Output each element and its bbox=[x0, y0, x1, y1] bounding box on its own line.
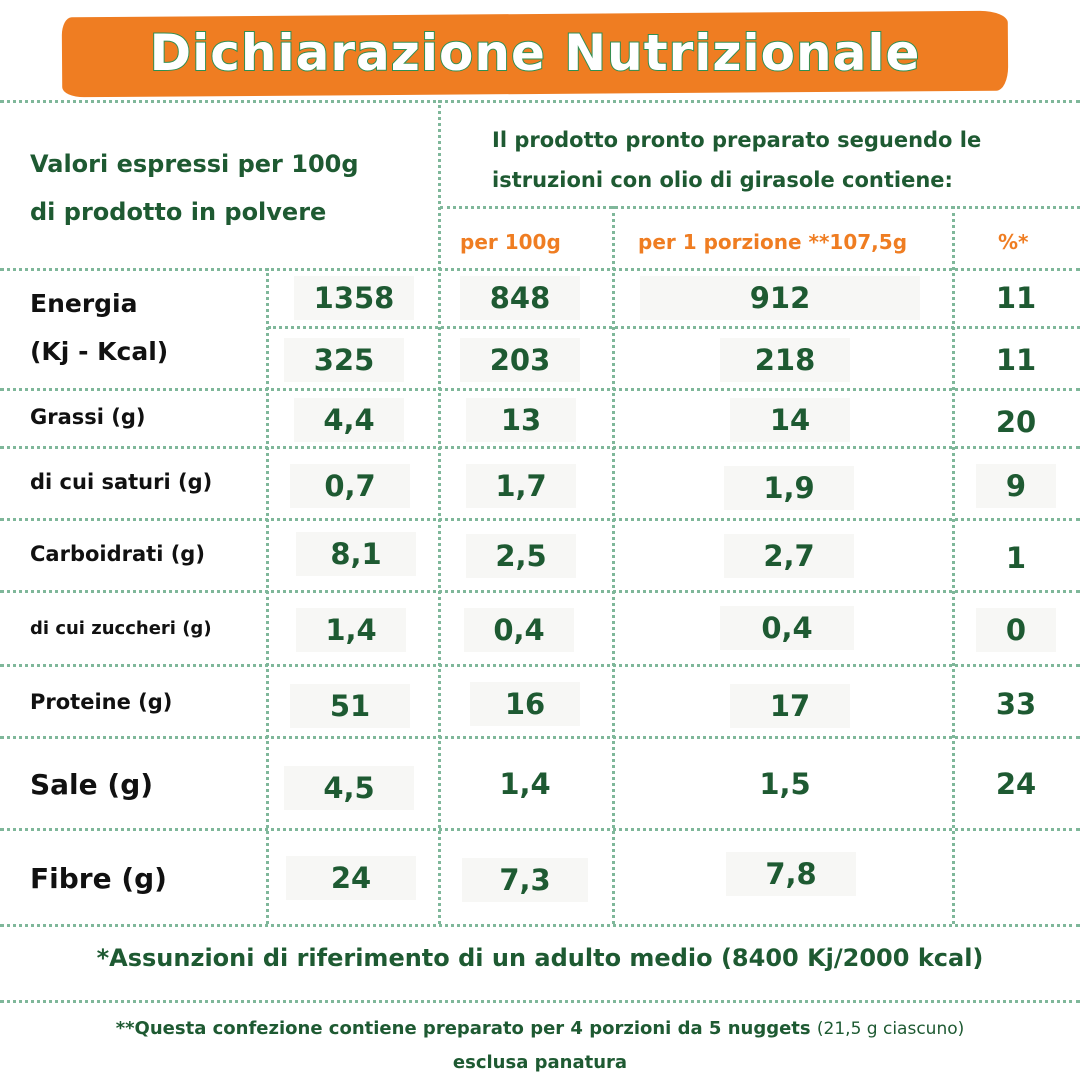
grid-line bbox=[0, 590, 1080, 593]
cell-per100: 1,7 bbox=[466, 464, 576, 508]
cell-portion: 912 bbox=[640, 276, 920, 320]
cell-portion: 2,7 bbox=[724, 534, 854, 578]
powder-values-header: Valori espressi per 100g di prodotto in … bbox=[30, 140, 430, 236]
portion-footnote: **Questa confezione contiene preparato p… bbox=[0, 1012, 1080, 1080]
row-label-salt: Sale (g) bbox=[30, 767, 154, 801]
grid-line bbox=[266, 268, 269, 924]
cell-percent: 9 bbox=[976, 464, 1056, 508]
grid-line bbox=[0, 924, 1080, 927]
cell-portion: 0,4 bbox=[720, 606, 854, 650]
cell-portion: 1,9 bbox=[724, 466, 854, 510]
cell-portion: 14 bbox=[730, 398, 850, 442]
reference-intake-footnote: *Assunzioni di riferimento di un adulto … bbox=[96, 944, 984, 972]
cell-powder: 4,4 bbox=[294, 398, 404, 442]
column-header-percent: %* bbox=[998, 230, 1029, 254]
grid-line bbox=[438, 100, 441, 924]
energy-label-line: Energia bbox=[30, 289, 138, 318]
powder-header-line: Valori espressi per 100g bbox=[30, 150, 359, 178]
cell-portion: 7,8 bbox=[726, 852, 856, 896]
cell-powder: 24 bbox=[286, 856, 416, 900]
grid-line bbox=[268, 326, 1080, 329]
grid-line bbox=[0, 736, 1080, 739]
grid-line bbox=[0, 268, 1080, 271]
cell-percent bbox=[976, 856, 1056, 900]
prepared-product-header: Il prodotto pronto preparato seguendo le… bbox=[492, 120, 1052, 200]
cell-portion: 1,5 bbox=[759, 767, 811, 801]
cell-portion: 218 bbox=[720, 338, 850, 382]
cell-percent: 20 bbox=[995, 405, 1037, 439]
row-label-fat: Grassi (g) bbox=[30, 405, 146, 429]
prepared-header-line: istruzioni con olio di girasole contiene… bbox=[492, 168, 953, 192]
cell-per100: 0,4 bbox=[464, 608, 574, 652]
cell-portion: 17 bbox=[730, 684, 850, 728]
row-label-saturated: di cui saturi (g) bbox=[30, 470, 213, 494]
page-title: Dichiarazione Nutrizionale bbox=[149, 23, 921, 83]
grid-line bbox=[0, 446, 1080, 449]
cell-percent: 1 bbox=[1005, 541, 1027, 575]
grid-line bbox=[952, 206, 955, 924]
portion-footnote-main: **Questa confezione contiene preparato p… bbox=[115, 1018, 811, 1039]
cell-per100: 848 bbox=[460, 276, 580, 320]
cell-powder: 325 bbox=[284, 338, 404, 382]
cell-percent: 11 bbox=[995, 343, 1037, 377]
prepared-header-line: Il prodotto pronto preparato seguendo le bbox=[492, 128, 982, 152]
row-label-fibre: Fibre (g) bbox=[30, 861, 167, 895]
powder-header-line: di prodotto in polvere bbox=[30, 198, 327, 226]
row-label-protein: Proteine (g) bbox=[30, 690, 173, 714]
grid-line bbox=[0, 664, 1080, 667]
column-header-per100: per 100g bbox=[460, 230, 561, 254]
cell-powder: 1,4 bbox=[296, 608, 406, 652]
grid-line bbox=[0, 100, 1080, 103]
energy-label: Energia (Kj - Kcal) bbox=[30, 280, 168, 376]
cell-per100: 203 bbox=[460, 338, 580, 382]
cell-powder: 1358 bbox=[294, 276, 414, 320]
cell-percent: 24 bbox=[995, 767, 1037, 801]
cell-powder: 8,1 bbox=[296, 532, 416, 576]
grid-line bbox=[0, 828, 1080, 831]
grid-line bbox=[0, 388, 1080, 391]
cell-per100: 2,5 bbox=[466, 534, 576, 578]
cell-per100: 1,4 bbox=[499, 767, 551, 801]
cell-percent: 33 bbox=[995, 687, 1037, 721]
cell-powder: 0,7 bbox=[290, 464, 410, 508]
grid-line bbox=[612, 206, 615, 924]
portion-footnote-weight: (21,5 g ciascuno) bbox=[816, 1019, 965, 1039]
cell-per100: 16 bbox=[470, 682, 580, 726]
cell-per100: 7,3 bbox=[462, 858, 588, 902]
row-label-carbohydrates: Carboidrati (g) bbox=[30, 542, 205, 566]
cell-per100: 13 bbox=[466, 398, 576, 442]
grid-line bbox=[0, 1000, 1080, 1003]
cell-percent: 0 bbox=[976, 608, 1056, 652]
cell-powder: 4,5 bbox=[284, 766, 414, 810]
grid-line bbox=[440, 206, 1080, 209]
energy-label-unit: (Kj - Kcal) bbox=[30, 337, 169, 366]
row-label-sugars: di cui zuccheri (g) bbox=[30, 617, 212, 639]
portion-footnote-second-line: esclusa panatura bbox=[452, 1052, 628, 1073]
column-header-portion: per 1 porzione **107,5g bbox=[638, 230, 908, 254]
cell-powder: 51 bbox=[290, 684, 410, 728]
cell-percent: 11 bbox=[995, 281, 1037, 315]
grid-line bbox=[0, 518, 1080, 521]
